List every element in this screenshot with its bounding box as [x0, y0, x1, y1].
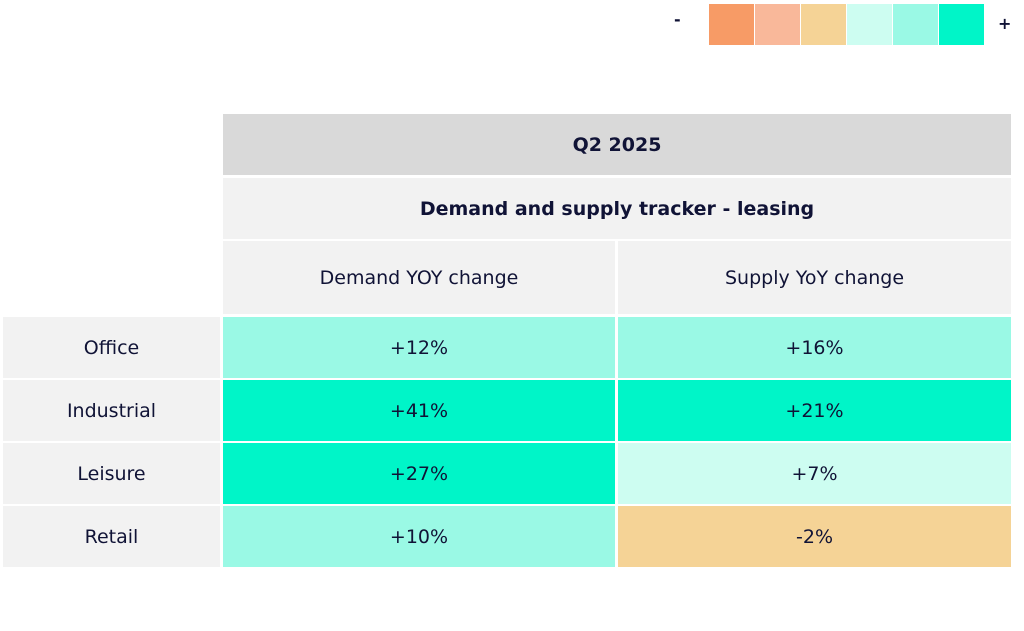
- legend-swatch-2: [755, 4, 800, 45]
- row-label-office: Office: [3, 317, 220, 378]
- legend-swatch-3: [801, 4, 846, 45]
- column-header-demand: Demand YOY change: [223, 241, 615, 314]
- row-label-industrial: Industrial: [3, 380, 220, 441]
- legend-swatch-6: [939, 4, 984, 45]
- cell-retail-demand: +10%: [223, 506, 615, 567]
- row-label-retail: Retail: [3, 506, 220, 567]
- legend-minus-label: -: [674, 10, 681, 29]
- column-header-supply: Supply YoY change: [618, 241, 1011, 314]
- cell-industrial-supply: +21%: [618, 380, 1011, 441]
- table-title: Demand and supply tracker - leasing: [223, 178, 1011, 239]
- cell-retail-supply: -2%: [618, 506, 1011, 567]
- legend-plus-label: +: [998, 14, 1012, 33]
- cell-office-supply: +16%: [618, 317, 1011, 378]
- legend-swatch-1: [709, 4, 754, 45]
- cell-office-demand: +12%: [223, 317, 615, 378]
- period-header: Q2 2025: [223, 114, 1011, 175]
- cell-leisure-supply: +7%: [618, 443, 1011, 504]
- legend-swatch-5: [893, 4, 938, 45]
- row-label-leisure: Leisure: [3, 443, 220, 504]
- cell-leisure-demand: +27%: [223, 443, 615, 504]
- cell-industrial-demand: +41%: [223, 380, 615, 441]
- legend-swatch-4: [847, 4, 892, 45]
